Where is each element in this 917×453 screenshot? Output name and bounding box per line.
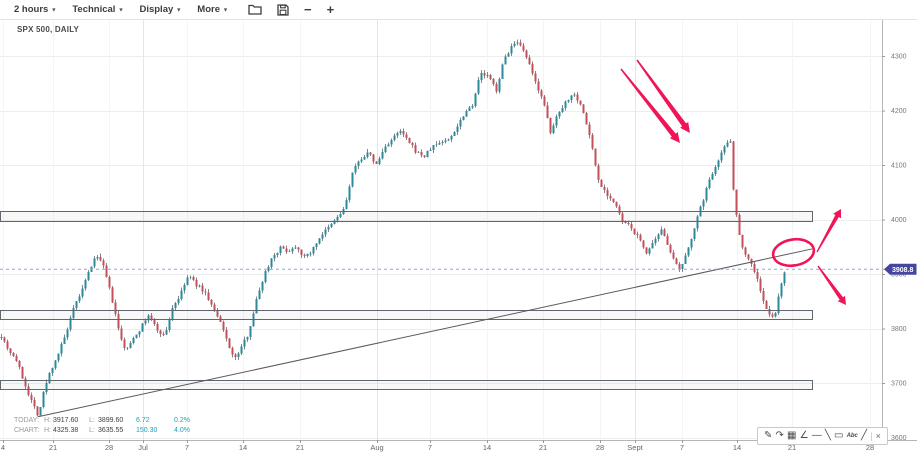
top-toolbar: 2 hours ▾ Technical ▾ Display ▾ More ▾ − +	[0, 0, 917, 20]
x-axis-label: 21	[296, 443, 304, 452]
separator: |	[870, 430, 873, 441]
zoom-out-icon[interactable]: −	[304, 2, 312, 17]
legend-row-chart: CHART: H: 4325.38 L: 3635.55 150.30 4.0%	[14, 427, 190, 434]
grid-layer	[0, 19, 882, 440]
support-resistance-zones	[0, 211, 813, 390]
menu-bar: 2 hours ▾ Technical ▾ Display ▾ More ▾	[14, 4, 244, 15]
y-axis-label: 4000	[891, 217, 907, 224]
menu-2-hours[interactable]: 2 hours ▾	[14, 4, 56, 15]
price-badge-value: 3908.8	[892, 267, 914, 274]
x-axis-label: 7	[185, 443, 189, 452]
x-axis-label: 21	[539, 443, 547, 452]
zone-rectangle	[0, 211, 813, 222]
x-axis-label: 28	[105, 443, 113, 452]
rising-trendline[interactable]	[37, 248, 813, 418]
ohlc-legend: TODAY: H: 3917.60 L: 3899.60 6.72 0.2% CHART: H:…	[14, 416, 190, 436]
zone-rectangle	[0, 310, 813, 320]
save-icon[interactable]	[277, 3, 289, 16]
red-arrow-annotation[interactable]	[816, 209, 841, 253]
price-badge-shape	[884, 263, 917, 275]
open-folder-icon[interactable]	[248, 4, 262, 15]
chevron-down-icon: ▾	[177, 7, 181, 14]
candles-layer	[0, 39, 786, 417]
red-arrow-annotation[interactable]	[620, 68, 680, 144]
x-axis-label: 14	[239, 443, 247, 452]
zoom-in-icon[interactable]: +	[326, 2, 335, 17]
x-axis-label: Sept	[627, 443, 643, 452]
x-axis-label: 7	[428, 443, 432, 452]
menu-technical[interactable]: Technical ▾	[72, 4, 123, 15]
chevron-down-icon: ▾	[223, 7, 227, 14]
curved-arrow-icon[interactable]: ↷	[775, 430, 784, 441]
annotations-layer	[620, 59, 846, 305]
chevron-down-icon: ▾	[52, 7, 56, 14]
symbol-label: SPX 500, DAILY	[17, 25, 80, 34]
y-axis-label: 3900	[891, 272, 907, 279]
text-icon[interactable]: Abc	[846, 433, 858, 439]
y-axis-label: 3700	[891, 381, 907, 388]
zone-rectangle	[0, 380, 813, 390]
red-arrow-annotation[interactable]	[636, 59, 690, 134]
x-axis-label: 28	[866, 443, 874, 452]
angle-measure-icon[interactable]: ∠	[799, 430, 809, 441]
diagonal-line-icon[interactable]: ╱	[861, 430, 868, 441]
x-axis-label: 14	[733, 443, 741, 452]
pen-icon[interactable]: ✎	[764, 430, 773, 441]
legend-row-today: TODAY: H: 3917.60 L: 3899.60 6.72 0.2%	[14, 417, 190, 424]
x-axis-label: Aug	[370, 443, 383, 452]
x-axis-label: 21	[49, 443, 57, 452]
x-axis-label: 14	[483, 443, 491, 452]
drawing-toolbar: ✎ ↷ ▦ ∠ — ╲ ▭ Abc ╱ | ×	[757, 427, 888, 445]
x-axis-label: 7	[680, 443, 684, 452]
horizontal-line-icon[interactable]: —	[811, 430, 822, 441]
y-axis-label: 3600	[891, 435, 907, 442]
y-axis-label: 4100	[891, 163, 907, 170]
axes-layer	[0, 19, 917, 441]
x-axis-label: 4	[1, 443, 5, 452]
chevron-down-icon: ▾	[119, 7, 123, 14]
y-axis-labels: 4300 4200 4100 4000 3900 3800 3700 3600	[882, 54, 907, 442]
red-ellipse-annotation[interactable]	[771, 236, 816, 268]
y-axis-label: 3800	[891, 326, 907, 333]
y-axis-label: 4200	[891, 108, 907, 115]
toolbar-icons: − +	[248, 3, 349, 16]
x-axis-label: Jul	[138, 443, 148, 452]
x-axis-label: 21	[788, 443, 796, 452]
y-axis-label: 4300	[891, 54, 907, 61]
x-axis-label: 28	[596, 443, 604, 452]
menu-display[interactable]: Display ▾	[139, 4, 181, 15]
price-chart-canvas[interactable]: 4300 4200 4100 4000 3900 3800 3700 3600 4 21 28 Jul…	[0, 19, 917, 453]
price-badge: 3908.8	[884, 263, 917, 275]
x-axis-labels: 4 21 28 Jul 7 14 21 Aug 7 14 21 28 Sept 7 14 21 28	[1, 440, 874, 452]
trendline-icon[interactable]: ╲	[824, 430, 831, 441]
rectangle-icon[interactable]: ▭	[833, 430, 844, 441]
close-icon[interactable]: ×	[875, 430, 881, 441]
red-arrow-annotation[interactable]	[817, 265, 846, 305]
grid-icon[interactable]: ▦	[787, 430, 797, 441]
menu-more[interactable]: More ▾	[197, 4, 227, 15]
